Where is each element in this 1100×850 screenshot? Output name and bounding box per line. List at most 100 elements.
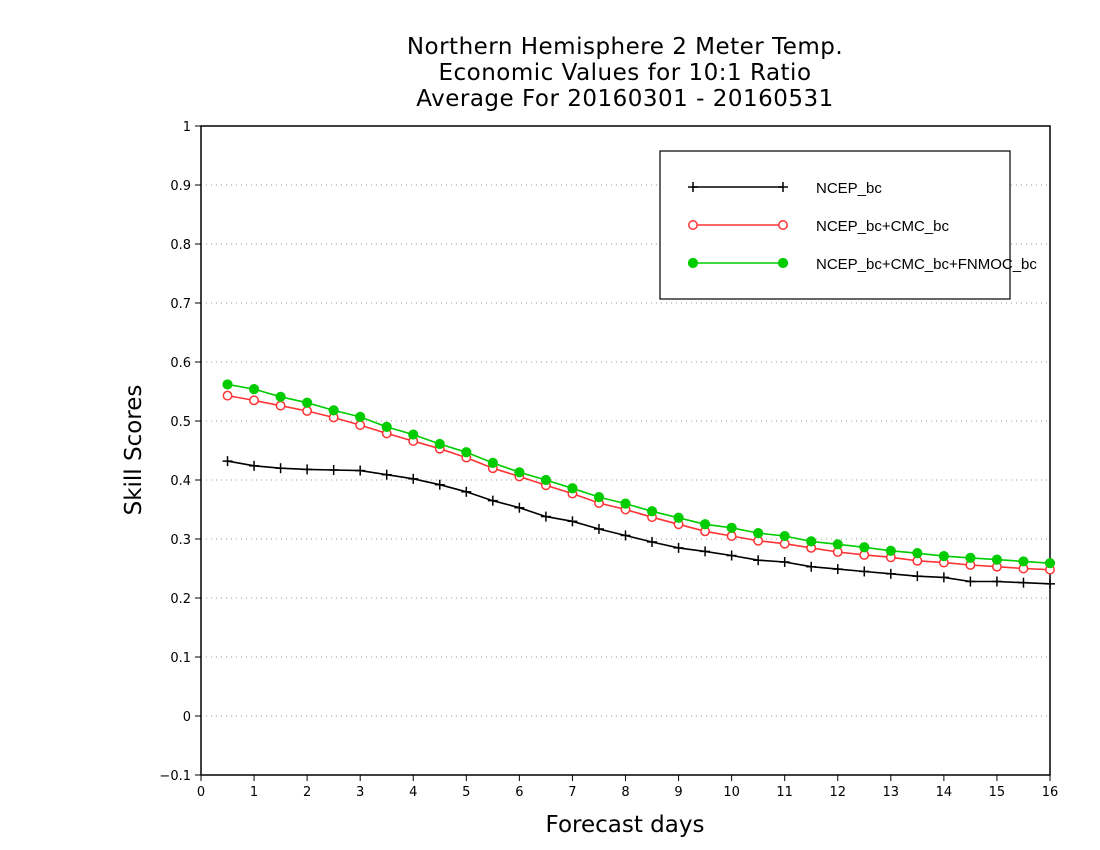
data-point-plus — [1045, 578, 1055, 589]
data-point-filled-circle — [965, 552, 976, 563]
data-point-plus — [778, 182, 788, 192]
data-point-filled-circle — [567, 483, 578, 494]
data-point-open-circle — [726, 531, 737, 541]
legend-item: NCEP_bc+CMC_bc — [688, 218, 949, 235]
y-tick-label: 0.2 — [170, 592, 191, 607]
data-point-plus — [540, 511, 551, 522]
data-point-plus — [700, 546, 711, 557]
data-point-filled-circle — [673, 512, 684, 523]
data-point-filled-circle — [832, 539, 843, 550]
data-point-plus — [912, 571, 923, 582]
data-point-plus — [487, 495, 498, 506]
x-tick-label: 6 — [515, 785, 523, 800]
data-point-plus — [1018, 577, 1029, 588]
y-tick-label: 0.1 — [170, 651, 191, 666]
data-point-plus — [514, 502, 525, 513]
x-tick-label: 10 — [723, 785, 740, 800]
data-point-filled-circle — [248, 384, 260, 395]
y-tick-label: 0.8 — [170, 238, 191, 253]
legend-label: NCEP_bc+CMC_bc+FNMOC_bc — [816, 256, 1037, 273]
chart-title: Northern Hemisphere 2 Meter Temp. Econom… — [200, 34, 1050, 112]
x-tick-label: 11 — [776, 785, 793, 800]
data-point-filled-circle — [381, 421, 392, 432]
y-tick-label: 0.7 — [170, 297, 191, 312]
data-point-open-circle — [249, 395, 260, 406]
data-point-plus — [434, 479, 445, 490]
legend-label: NCEP_bc+CMC_bc — [816, 218, 949, 235]
data-point-filled-circle — [885, 545, 896, 556]
y-tick-label: 0.4 — [170, 474, 191, 489]
x-tick-label: 4 — [409, 785, 417, 800]
data-point-plus — [461, 486, 472, 497]
y-axis-ticks: −0.1 0 0.1 0.2 0.3 0.4 0.5 0.6 0.7 0.8 0.9 1 — [159, 120, 201, 784]
data-point-filled-circle — [620, 498, 631, 509]
x-tick-label: 3 — [356, 785, 364, 800]
data-point-open-circle — [222, 390, 233, 401]
y-tick-label: 0.3 — [170, 533, 191, 548]
data-point-filled-circle — [434, 438, 445, 450]
data-point-filled-circle — [355, 411, 366, 422]
data-point-plus — [355, 465, 366, 476]
y-tick-label: −0.1 — [159, 769, 191, 784]
data-point-plus — [991, 576, 1002, 587]
data-point-filled-circle — [726, 522, 737, 533]
data-point-plus — [275, 463, 286, 474]
data-point-plus — [408, 473, 419, 484]
data-point-plus — [593, 523, 604, 534]
legend: NCEP_bc NCEP_bc+CMC_bc NCEP_bc+CMC_bc+FNMO… — [659, 150, 1037, 300]
series-line — [227, 383, 1051, 564]
y-tick-label: 1 — [183, 120, 191, 135]
data-point-filled-circle — [328, 405, 339, 416]
data-point-filled-circle — [753, 528, 764, 539]
series-group — [222, 379, 1056, 589]
data-point-filled-circle — [593, 492, 605, 503]
data-point-filled-circle — [646, 506, 658, 517]
y-tick-label: 0.5 — [170, 415, 191, 430]
data-point-plus — [885, 568, 896, 579]
data-point-open-circle — [688, 220, 698, 230]
data-point-plus — [832, 564, 843, 575]
x-axis-ticks: 0 1 2 3 4 5 6 7 8 9 10 11 12 13 14 15 16 — [197, 775, 1058, 800]
data-point-filled-circle — [777, 257, 789, 269]
data-point-filled-circle — [938, 551, 949, 562]
data-point-plus — [688, 182, 698, 192]
data-point-filled-circle — [687, 257, 699, 269]
series-line — [227, 394, 1051, 571]
data-point-open-circle — [778, 220, 788, 230]
data-point-plus — [381, 469, 392, 480]
data-point-plus — [965, 576, 976, 587]
data-point-plus — [567, 516, 578, 527]
data-point-filled-circle — [806, 536, 817, 547]
y-tick-label: 0.9 — [170, 179, 191, 194]
x-tick-label: 0 — [197, 785, 205, 800]
data-point-plus — [779, 557, 790, 568]
legend-label: NCEP_bc — [816, 180, 882, 197]
data-point-plus — [647, 536, 658, 547]
x-tick-label: 9 — [674, 785, 682, 800]
x-tick-label: 14 — [936, 785, 953, 800]
data-point-filled-circle — [699, 519, 711, 530]
series-1 — [222, 456, 1055, 589]
legend-item: NCEP_bc — [688, 180, 882, 197]
y-tick-label: 0.6 — [170, 356, 191, 371]
x-tick-label: 1 — [250, 785, 258, 800]
data-point-filled-circle — [540, 474, 552, 486]
x-tick-label: 15 — [989, 785, 1006, 800]
data-point-filled-circle — [991, 554, 1003, 565]
data-point-filled-circle — [859, 542, 870, 553]
data-point-open-circle — [355, 420, 366, 431]
data-point-filled-circle — [222, 379, 233, 390]
x-tick-label: 7 — [568, 785, 576, 800]
data-point-filled-circle — [302, 397, 313, 408]
x-tick-label: 8 — [621, 785, 629, 800]
data-point-plus — [859, 566, 870, 577]
series-2 — [222, 390, 1055, 575]
x-tick-label: 16 — [1042, 785, 1059, 800]
data-point-plus — [673, 542, 684, 553]
data-point-plus — [302, 464, 313, 475]
data-point-filled-circle — [779, 530, 790, 542]
data-point-plus — [328, 464, 339, 475]
data-point-filled-circle — [1044, 558, 1056, 569]
data-point-filled-circle — [487, 457, 498, 468]
